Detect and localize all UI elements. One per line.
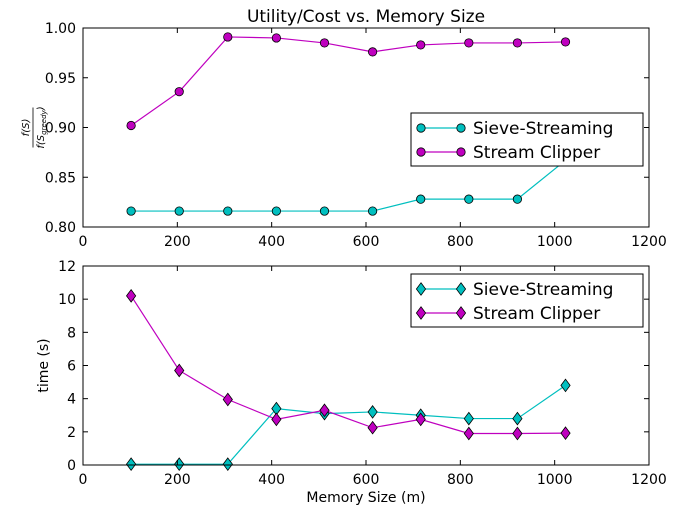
data-point-s2-6 [368, 47, 378, 57]
y-tick-label: 0.85 [45, 170, 76, 186]
data-point-s1-8 [464, 194, 474, 204]
data-point-s2-1 [126, 120, 136, 131]
legend-marker [416, 123, 426, 133]
data-point-s2-4 [271, 33, 281, 43]
data-point-s2-7 [416, 40, 426, 50]
y-tick-label: 10 [58, 292, 76, 308]
data-point-s1-1 [126, 457, 137, 472]
data-point-s2-9 [512, 426, 523, 441]
x-axis-label: Memory Size (m) [306, 490, 425, 506]
data-point-s2-9 [512, 38, 523, 48]
x-tick-label: 200 [164, 472, 191, 488]
legend-box [410, 112, 644, 167]
legend-box [410, 273, 644, 328]
data-point-s2-1 [126, 288, 137, 303]
data-point-s1-4 [271, 206, 281, 216]
legend-label: Stream Clipper [473, 143, 600, 163]
data-point-s1-6 [368, 206, 378, 216]
legend-label: Sieve-Streaming [473, 280, 613, 300]
y-tick-label: 2 [67, 425, 76, 441]
x-tick-label: 1000 [537, 234, 573, 250]
data-point-s1-8 [463, 411, 474, 426]
y-tick-label: 0.80 [45, 220, 76, 236]
data-point-s1-10 [560, 378, 571, 393]
y-tick-label: 0 [67, 458, 76, 474]
y-tick-label: 12 [58, 259, 76, 275]
y-tick-label: 0.90 [45, 121, 76, 137]
data-point-s1-9 [512, 194, 523, 204]
y-axis-label-numerator: f(S) [21, 119, 32, 137]
x-tick-label: 0 [79, 472, 88, 488]
data-point-s1-1 [126, 206, 136, 216]
legend-marker [415, 306, 427, 320]
legend-marker [455, 282, 467, 296]
x-tick-label: 400 [258, 472, 285, 488]
series-line-1 [131, 384, 566, 465]
data-point-s2-2 [174, 363, 185, 378]
data-point-s2-10 [560, 37, 571, 47]
series-line-1 [131, 159, 566, 212]
data-point-s2-2 [174, 87, 184, 97]
legend: Sieve-Streaming Stream Clipper [410, 112, 644, 167]
legend-label: Stream Clipper [473, 304, 600, 324]
den-close: ) [36, 106, 47, 111]
legend-marker [456, 147, 466, 157]
chart-panel-2: 0 200 400 600 800 1000 1200 0 2 4 6 8 10 12 Memory Siz… [36, 259, 667, 506]
y-axis-label: f(S)f(Sgreedy) [21, 106, 48, 148]
y-axis-label: time (s) [36, 338, 52, 392]
legend-marker [455, 306, 467, 320]
legend-marker [456, 123, 466, 133]
data-point-s1-5 [319, 206, 330, 216]
x-tick-label: 400 [258, 234, 285, 250]
y-tick-label: 8 [67, 325, 76, 341]
x-tick-label: 0 [79, 234, 88, 250]
data-point-s2-3 [222, 392, 233, 407]
x-tick-label: 800 [447, 234, 474, 250]
den-main: f(S [36, 134, 47, 148]
data-point-s2-3 [223, 32, 233, 42]
data-point-s2-10 [560, 426, 571, 441]
y-tick-label: 4 [67, 392, 76, 408]
data-point-s2-5 [319, 38, 330, 48]
x-tick-label: 800 [447, 472, 474, 488]
data-point-s2-4 [271, 412, 282, 427]
x-tick-label: 1200 [631, 234, 667, 250]
legend-label: Sieve-Streaming [473, 119, 613, 139]
x-tick-label: 600 [353, 234, 380, 250]
data-point-s1-3 [222, 457, 233, 472]
data-point-s2-5 [319, 403, 330, 418]
chart-title: Utility/Cost vs. Memory Size [247, 7, 485, 27]
x-tick-label: 1200 [631, 472, 667, 488]
x-tick-label: 600 [353, 472, 380, 488]
y-tick-label: 6 [67, 359, 76, 375]
x-tick-label: 200 [164, 234, 191, 250]
data-point-s2-6 [367, 420, 378, 435]
x-tick-label: 1000 [537, 472, 573, 488]
data-point-s1-7 [416, 194, 426, 204]
chart-panel-1: 0 200 400 600 800 1000 1200 0.80 0.85 0.90 0.95 1.0… [21, 7, 667, 250]
y-axis-label-denominator: f(Sgreedy) [36, 106, 48, 148]
y-tick-label: 1.00 [45, 21, 76, 37]
data-point-s2-8 [463, 426, 474, 441]
data-point-s1-3 [223, 206, 233, 216]
data-point-s2-7 [415, 412, 426, 427]
data-point-s1-6 [367, 405, 378, 419]
series-line-2 [130, 295, 566, 435]
data-point-s1-9 [512, 411, 523, 426]
y-tick-label: 0.95 [45, 71, 76, 87]
den-sub: greedy [40, 109, 48, 134]
data-point-s2-8 [464, 38, 474, 48]
series-line-2 [130, 36, 566, 127]
legend-marker [416, 147, 426, 157]
legend: Sieve-Streaming Stream Clipper [410, 273, 644, 328]
data-point-s1-2 [174, 206, 184, 216]
legend-marker [415, 282, 427, 296]
